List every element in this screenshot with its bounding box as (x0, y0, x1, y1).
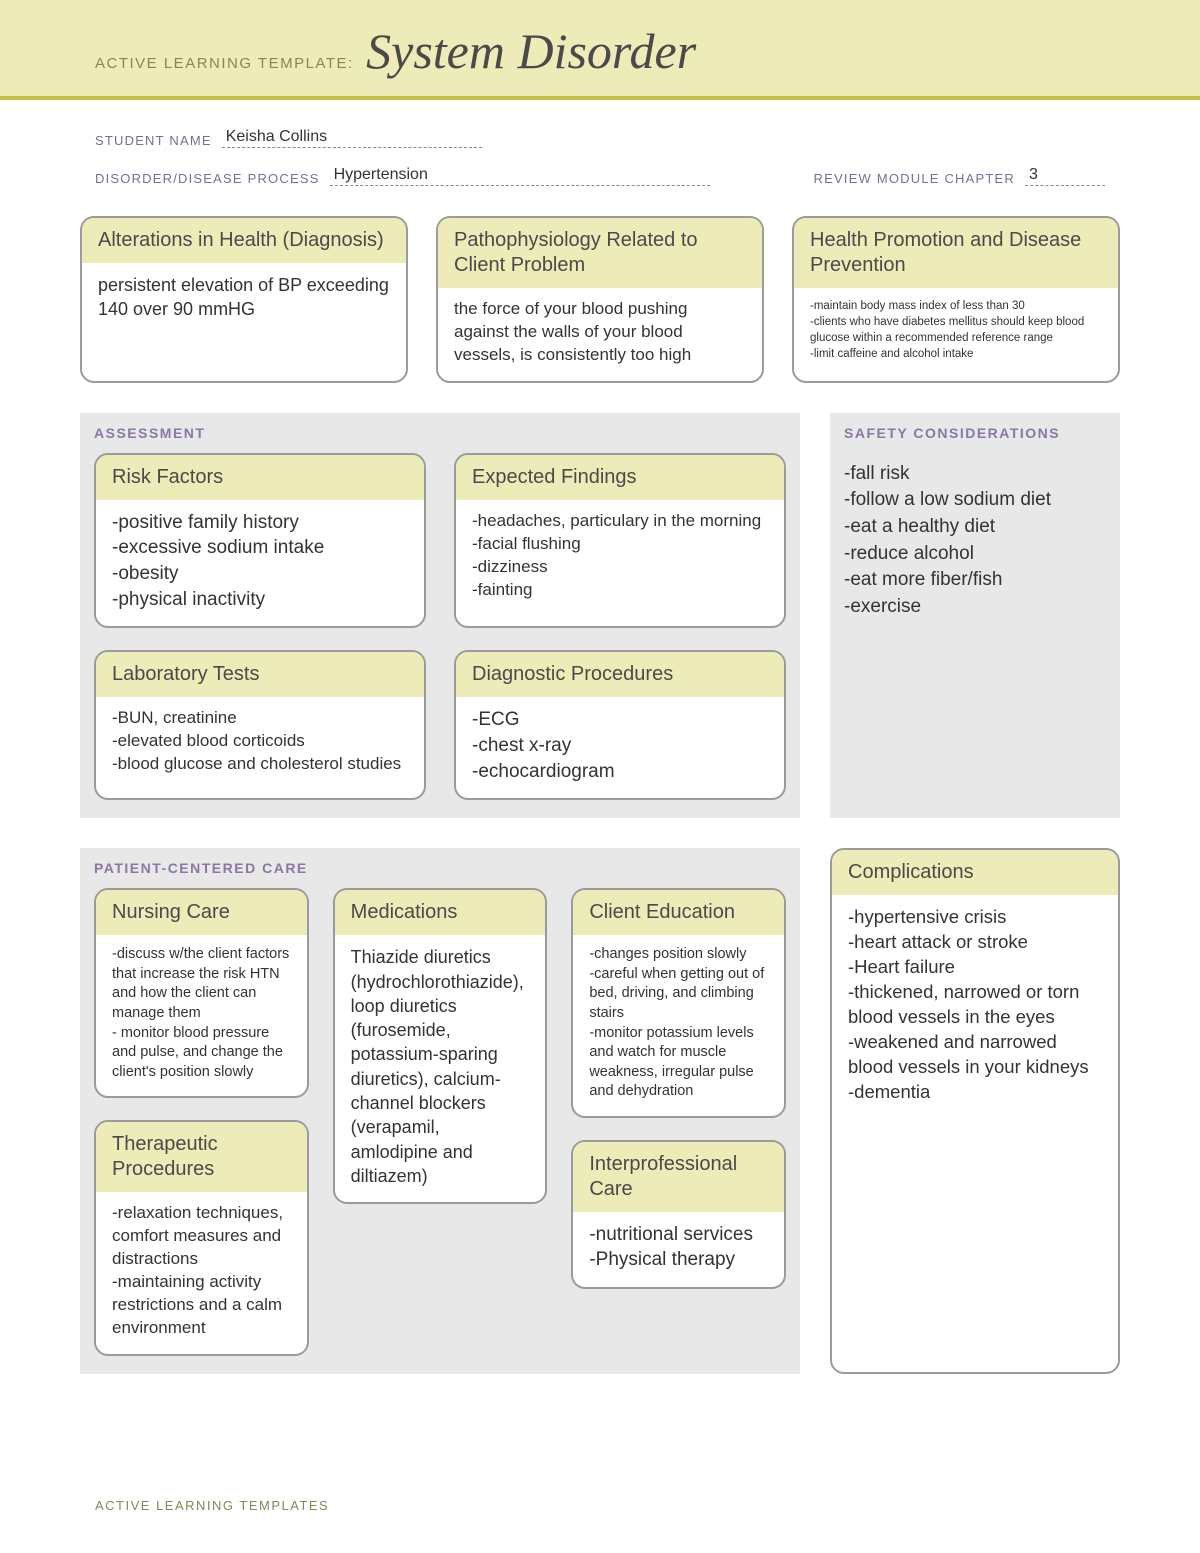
patho-card: Pathophysiology Related to Client Proble… (436, 216, 764, 383)
chapter-value: 3 (1025, 166, 1105, 186)
medications-title: Medications (335, 890, 546, 935)
client-ed-body: -changes position slowly -careful when g… (573, 935, 784, 1116)
disorder-value: Hypertension (330, 166, 710, 186)
header-band: ACTIVE LEARNING TEMPLATE: System Disorde… (0, 0, 1200, 100)
student-name-label: STUDENT NAME (95, 133, 212, 148)
lab-tests-body: -BUN, creatinine -elevated blood cortico… (96, 697, 424, 790)
chapter-label: REVIEW MODULE CHAPTER (814, 171, 1015, 186)
safety-body: -fall risk -follow a low sodium diet -ea… (844, 455, 1106, 621)
header-label: ACTIVE LEARNING TEMPLATE: (95, 55, 354, 72)
medications-body: Thiazide diuretics (hydrochlorothiazide)… (335, 935, 546, 1202)
interprof-card: Interprofessional Care -nutritional serv… (571, 1140, 786, 1289)
interprof-title: Interprofessional Care (573, 1142, 784, 1212)
therapeutic-title: Therapeutic Procedures (96, 1122, 307, 1192)
meta-block: STUDENT NAME Keisha Collins DISORDER/DIS… (0, 100, 1200, 216)
safety-section: SAFETY CONSIDERATIONS -fall risk -follow… (830, 413, 1120, 818)
diagnostic-body: -ECG -chest x-ray -echocardiogram (456, 697, 784, 798)
risk-factors-body: -positive family history -excessive sodi… (96, 500, 424, 627)
pcc-label: PATIENT-CENTERED CARE (94, 860, 786, 876)
pcc-section: PATIENT-CENTERED CARE Nursing Care -disc… (80, 848, 800, 1374)
nursing-care-body: -discuss w/the client factors that incre… (96, 935, 307, 1096)
therapeutic-card: Therapeutic Procedures -relaxation techn… (94, 1120, 309, 1356)
health-promo-title: Health Promotion and Disease Prevention (794, 218, 1118, 288)
lab-tests-title: Laboratory Tests (96, 652, 424, 697)
nursing-care-card: Nursing Care -discuss w/the client facto… (94, 888, 309, 1098)
client-ed-card: Client Education -changes position slowl… (571, 888, 786, 1118)
pcc-col-2: Medications Thiazide diuretics (hydrochl… (333, 888, 548, 1204)
interprof-body: -nutritional services -Physical therapy (573, 1212, 784, 1287)
lab-tests-card: Laboratory Tests -BUN, creatinine -eleva… (94, 650, 426, 800)
assessment-safety-row: ASSESSMENT Risk Factors -positive family… (80, 413, 1120, 818)
complications-card: Complications -hypertensive crisis -hear… (830, 848, 1120, 1374)
risk-factors-title: Risk Factors (96, 455, 424, 500)
top-three-cards: Alterations in Health (Diagnosis) persis… (80, 216, 1120, 383)
diagnostic-title: Diagnostic Procedures (456, 652, 784, 697)
expected-findings-card: Expected Findings -headaches, particular… (454, 453, 786, 629)
pcc-col-1: Nursing Care -discuss w/the client facto… (94, 888, 309, 1356)
expected-findings-title: Expected Findings (456, 455, 784, 500)
medications-card: Medications Thiazide diuretics (hydrochl… (333, 888, 548, 1204)
disorder-label: DISORDER/DISEASE PROCESS (95, 171, 320, 186)
patho-title: Pathophysiology Related to Client Proble… (438, 218, 762, 288)
pcc-complications-row: PATIENT-CENTERED CARE Nursing Care -disc… (80, 848, 1120, 1374)
footer-label: ACTIVE LEARNING TEMPLATES (95, 1498, 329, 1513)
risk-factors-card: Risk Factors -positive family history -e… (94, 453, 426, 629)
pcc-col-3: Client Education -changes position slowl… (571, 888, 786, 1289)
health-promo-card: Health Promotion and Disease Prevention … (792, 216, 1120, 383)
header-title: System Disorder (366, 22, 696, 80)
content-area: Alterations in Health (Diagnosis) persis… (0, 216, 1200, 1444)
assessment-grid: Risk Factors -positive family history -e… (94, 453, 786, 800)
assessment-label: ASSESSMENT (94, 425, 786, 441)
alterations-card: Alterations in Health (Diagnosis) persis… (80, 216, 408, 383)
pcc-grid: Nursing Care -discuss w/the client facto… (94, 888, 786, 1356)
complications-title: Complications (832, 850, 1118, 895)
therapeutic-body: -relaxation techniques, comfort measures… (96, 1192, 307, 1354)
assessment-section: ASSESSMENT Risk Factors -positive family… (80, 413, 800, 818)
diagnostic-card: Diagnostic Procedures -ECG -chest x-ray … (454, 650, 786, 800)
nursing-care-title: Nursing Care (96, 890, 307, 935)
alterations-body: persistent elevation of BP exceeding 140… (82, 263, 406, 336)
safety-label: SAFETY CONSIDERATIONS (844, 425, 1106, 443)
page: ACTIVE LEARNING TEMPLATE: System Disorde… (0, 0, 1200, 1553)
client-ed-title: Client Education (573, 890, 784, 935)
expected-findings-body: -headaches, particulary in the morning -… (456, 500, 784, 616)
complications-body: -hypertensive crisis -heart attack or st… (832, 895, 1118, 1119)
alterations-title: Alterations in Health (Diagnosis) (82, 218, 406, 263)
student-name-value: Keisha Collins (222, 128, 482, 148)
meta-row-student: STUDENT NAME Keisha Collins (95, 128, 1105, 148)
header-inner: ACTIVE LEARNING TEMPLATE: System Disorde… (0, 22, 1200, 80)
patho-body: the force of your blood pushing against … (438, 288, 762, 381)
health-promo-body: -maintain body mass index of less than 3… (794, 288, 1118, 376)
meta-row-disorder: DISORDER/DISEASE PROCESS Hypertension RE… (95, 166, 1105, 186)
